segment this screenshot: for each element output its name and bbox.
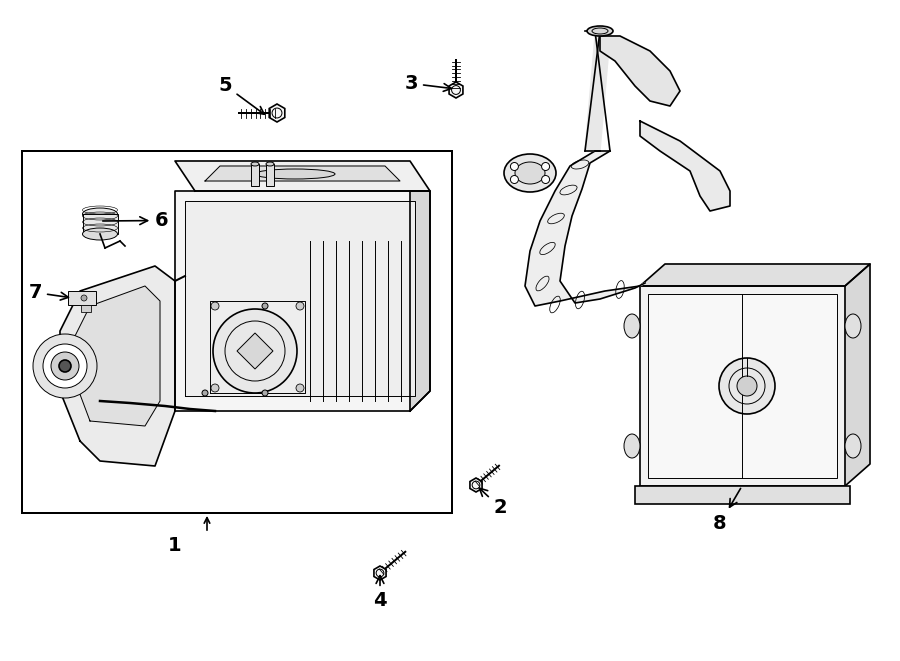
Circle shape xyxy=(510,176,518,184)
Bar xyxy=(266,164,274,186)
Text: 2: 2 xyxy=(480,488,507,517)
Polygon shape xyxy=(175,191,430,411)
Polygon shape xyxy=(205,166,400,181)
Ellipse shape xyxy=(504,154,556,192)
Ellipse shape xyxy=(83,228,118,240)
Bar xyxy=(635,486,850,504)
Text: 3: 3 xyxy=(404,74,452,93)
Text: 6: 6 xyxy=(103,211,168,230)
Polygon shape xyxy=(175,161,430,191)
Polygon shape xyxy=(269,104,284,122)
Ellipse shape xyxy=(845,434,861,458)
Ellipse shape xyxy=(266,162,274,166)
Circle shape xyxy=(542,163,550,171)
Polygon shape xyxy=(525,151,645,306)
Polygon shape xyxy=(60,266,175,466)
Ellipse shape xyxy=(83,208,118,220)
Circle shape xyxy=(43,344,87,388)
Circle shape xyxy=(296,302,304,310)
Circle shape xyxy=(81,295,87,301)
Circle shape xyxy=(262,390,268,396)
Bar xyxy=(83,214,118,234)
Ellipse shape xyxy=(624,314,640,338)
Text: 5: 5 xyxy=(219,76,265,114)
Text: 7: 7 xyxy=(29,283,68,302)
Circle shape xyxy=(719,358,775,414)
Polygon shape xyxy=(585,36,610,151)
Polygon shape xyxy=(449,82,463,98)
Polygon shape xyxy=(374,566,386,580)
Circle shape xyxy=(211,302,219,310)
Ellipse shape xyxy=(251,162,259,166)
Polygon shape xyxy=(237,333,273,369)
Circle shape xyxy=(510,163,518,171)
Text: 8: 8 xyxy=(713,488,741,533)
Bar xyxy=(81,305,91,312)
Ellipse shape xyxy=(624,434,640,458)
Bar xyxy=(648,294,837,478)
Ellipse shape xyxy=(845,314,861,338)
Polygon shape xyxy=(470,478,482,492)
Polygon shape xyxy=(75,286,160,426)
Circle shape xyxy=(59,360,71,372)
Circle shape xyxy=(213,309,297,393)
Ellipse shape xyxy=(587,26,613,36)
Bar xyxy=(22,151,452,513)
Circle shape xyxy=(542,176,550,184)
Ellipse shape xyxy=(515,162,545,184)
Polygon shape xyxy=(640,286,845,486)
Circle shape xyxy=(211,384,219,392)
Polygon shape xyxy=(185,201,415,396)
Polygon shape xyxy=(600,36,680,106)
Bar xyxy=(251,164,259,186)
Circle shape xyxy=(296,384,304,392)
Polygon shape xyxy=(640,264,870,286)
Polygon shape xyxy=(410,191,430,411)
Circle shape xyxy=(33,334,97,398)
Circle shape xyxy=(262,303,268,309)
Circle shape xyxy=(51,352,79,380)
Circle shape xyxy=(737,376,757,396)
Text: 1: 1 xyxy=(168,536,182,555)
Bar xyxy=(68,291,96,305)
Polygon shape xyxy=(640,121,730,211)
Ellipse shape xyxy=(255,169,335,179)
Circle shape xyxy=(202,390,208,396)
Polygon shape xyxy=(845,264,870,486)
Text: 4: 4 xyxy=(374,576,387,610)
